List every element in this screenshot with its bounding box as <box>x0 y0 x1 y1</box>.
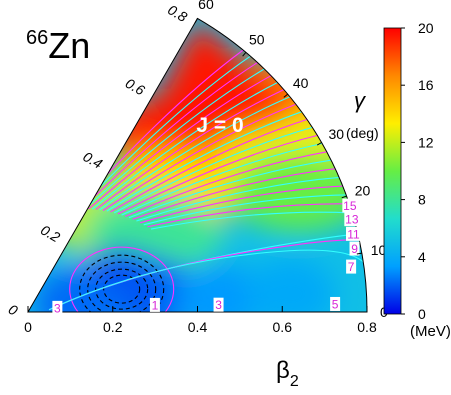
contour-label: 5 <box>330 296 341 311</box>
svg-text:0.2: 0.2 <box>38 222 63 246</box>
svg-text:11: 11 <box>347 227 360 241</box>
svg-text:40: 40 <box>293 75 309 91</box>
gamma-axis-unit: (deg) <box>346 125 379 141</box>
svg-text:13: 13 <box>345 213 359 227</box>
energy-surface <box>28 18 368 313</box>
svg-text:0.4: 0.4 <box>188 319 208 335</box>
svg-text:12: 12 <box>418 134 434 150</box>
contour-label: 1 <box>149 297 160 312</box>
state-label: J = 0 <box>196 114 243 137</box>
contour-lines <box>48 49 368 313</box>
svg-text:60: 60 <box>198 0 214 12</box>
contour-label: 7 <box>346 259 357 274</box>
colorbar: 0 4 8 12 16 20 (MeV) <box>383 20 451 340</box>
svg-text:0: 0 <box>418 306 426 322</box>
svg-text:7: 7 <box>348 260 355 274</box>
gamma-axis-symbol: γ <box>354 88 367 113</box>
beta-axis-title: β2 <box>276 357 299 390</box>
contour-label: 13 <box>344 212 360 227</box>
svg-text:20: 20 <box>418 20 434 36</box>
contour-label: 15 <box>342 198 358 213</box>
svg-text:20: 20 <box>355 182 371 198</box>
svg-text:0.6: 0.6 <box>123 75 148 99</box>
svg-text:50: 50 <box>249 31 265 47</box>
svg-text:8: 8 <box>418 192 426 208</box>
contour-label: 11 <box>346 226 362 241</box>
svg-text:30: 30 <box>328 126 344 142</box>
svg-text:0: 0 <box>24 319 32 335</box>
beta-axis-ticks: 0 0.2 0.4 0.6 0.8 <box>24 306 377 335</box>
contour-label: 3 <box>52 300 63 315</box>
svg-text:9: 9 <box>351 242 358 256</box>
svg-text:5: 5 <box>332 297 339 311</box>
colorbar-ticks: 0 4 8 12 16 20 <box>401 20 434 322</box>
svg-text:16: 16 <box>418 77 434 93</box>
svg-text:0.6: 0.6 <box>273 319 293 335</box>
colorbar-gradient <box>383 27 402 315</box>
svg-text:0.4: 0.4 <box>80 148 105 172</box>
svg-text:0: 0 <box>6 301 21 319</box>
contour-label: 9 <box>349 241 360 256</box>
svg-text:3: 3 <box>54 301 61 315</box>
svg-text:0.2: 0.2 <box>103 319 123 335</box>
svg-text:10: 10 <box>371 242 387 258</box>
svg-text:1: 1 <box>152 298 159 312</box>
colorbar-unit: (MeV) <box>410 323 451 340</box>
svg-text:0.8: 0.8 <box>357 319 377 335</box>
svg-text:0.8: 0.8 <box>165 1 190 25</box>
svg-text:4: 4 <box>418 249 426 265</box>
contour-label: 3 <box>213 297 224 312</box>
sector-outline <box>27 17 368 313</box>
svg-text:15: 15 <box>343 199 357 213</box>
nucleus-label: 66Zn <box>26 25 90 66</box>
svg-text:3: 3 <box>215 298 222 312</box>
